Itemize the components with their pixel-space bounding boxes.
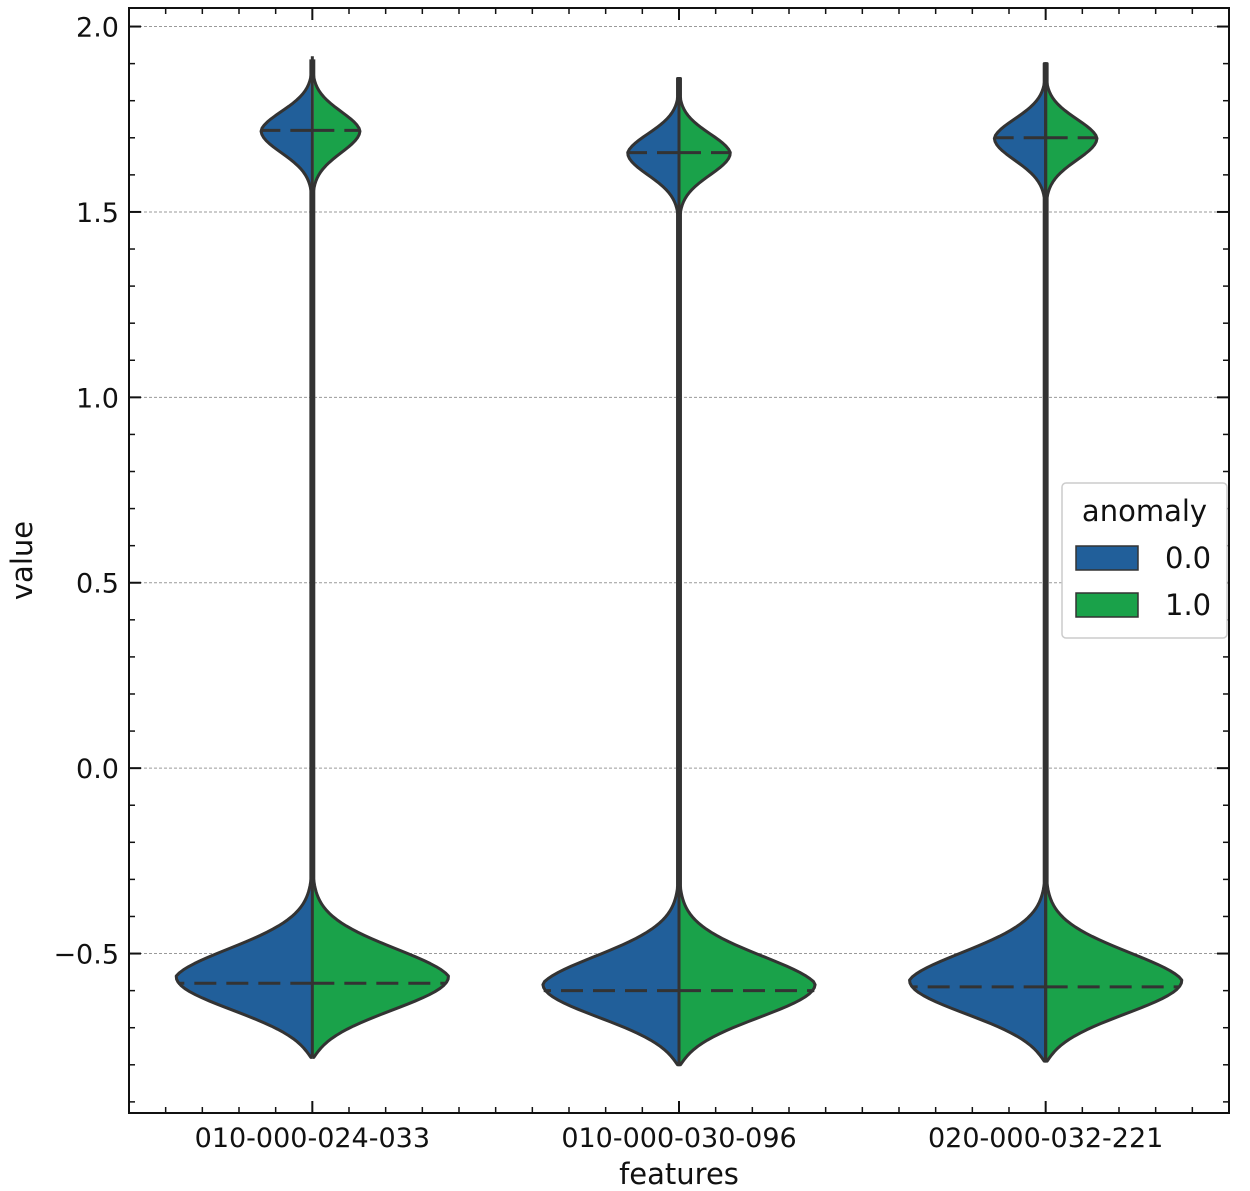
y-tick-label: 0.0 (76, 754, 119, 785)
y-tick-label: 2.0 (76, 13, 119, 44)
legend-label-1: 1.0 (1165, 588, 1211, 622)
x-axis-title: features (619, 1157, 739, 1191)
y-tick-label: −0.5 (53, 940, 119, 971)
tick-labels: −0.5 0.0 0.5 1.0 1.5 2.0 010-000-024-033 010-00… (53, 13, 1163, 1154)
violin-half-right (677, 76, 817, 1067)
axis-ticks (129, 8, 1229, 1113)
legend-swatch-0 (1075, 545, 1139, 571)
y-axis-title: value (5, 521, 39, 600)
violins (174, 56, 1184, 1067)
legend-label-0: 0.0 (1165, 541, 1211, 575)
legend-title: anomaly (1082, 494, 1207, 528)
violin-half-left (908, 62, 1048, 1063)
y-tick-label: 1.5 (76, 198, 119, 229)
x-tick-label: 020-000-032-221 (928, 1123, 1163, 1154)
y-tick-label: 1.0 (76, 383, 119, 414)
violin-half-right (312, 59, 450, 1059)
legend-swatch-1 (1075, 592, 1139, 618)
violin-half-left (541, 76, 681, 1067)
violin-half-left (174, 59, 313, 1059)
y-tick-label: 0.5 (76, 569, 119, 600)
legend: anomaly 0.0 1.0 (1061, 482, 1228, 639)
x-tick-label: 010-000-030-096 (561, 1123, 796, 1154)
x-tick-label: 010-000-024-033 (195, 1123, 430, 1154)
